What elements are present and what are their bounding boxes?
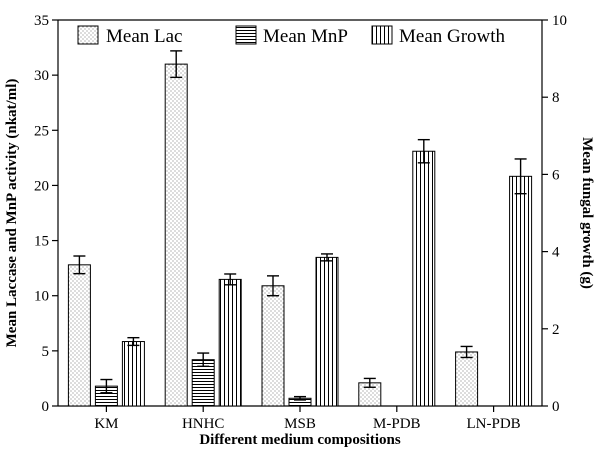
x-tick-label: HNHC — [182, 416, 225, 432]
bar-mean-growth — [509, 175, 533, 407]
legend-label-growth: Mean Growth — [399, 26, 506, 47]
right-y-axis-title: Mean fungal growth (g) — [579, 137, 595, 289]
x-tick-label: M-PDB — [373, 416, 421, 432]
right-y-tick-label: 4 — [552, 245, 560, 261]
right-y-tick-label: 2 — [552, 322, 560, 338]
left-y-tick-label: 20 — [34, 178, 49, 194]
x-axis-title: Different medium compositions — [199, 432, 401, 448]
legend-swatch-growth — [371, 25, 393, 45]
bar-mean-lac — [67, 264, 91, 407]
x-tick-label: KM — [94, 416, 118, 432]
left-y-tick-label: 5 — [42, 344, 50, 360]
bar-mean-growth — [412, 150, 436, 407]
error-bar — [100, 378, 113, 394]
legend-swatch-lac — [77, 25, 99, 45]
x-tick-label: MSB — [284, 416, 316, 432]
legend-swatch-mnp — [235, 25, 257, 45]
left-y-axis-title: Mean Laccase and MnP activity (nkat/ml) — [4, 79, 20, 348]
legend: Mean Lac Mean MnP Mean Growth — [77, 25, 506, 47]
bar-mean-lac — [164, 63, 188, 407]
left-y-tick-label: 0 — [42, 399, 50, 415]
left-y-tick-label: 35 — [34, 13, 49, 29]
left-y-tick-label: 30 — [34, 68, 49, 84]
error-bar — [224, 273, 237, 286]
legend-label-mnp: Mean MnP — [263, 26, 348, 47]
left-y-tick-label: 15 — [34, 234, 49, 250]
error-bar — [321, 253, 333, 262]
legend-label-lac: Mean Lac — [106, 26, 182, 47]
error-bar — [294, 395, 306, 401]
left-y-tick-label: 10 — [34, 289, 49, 305]
error-bar — [197, 352, 210, 367]
x-tick-label: LN-PDB — [467, 416, 521, 432]
right-y-tick-label: 8 — [552, 90, 560, 106]
bar-mean-lac — [261, 285, 285, 407]
bar-mean-growth — [218, 278, 242, 407]
error-bar — [170, 50, 183, 79]
error-bar — [417, 138, 430, 164]
right-y-tick-label: 6 — [552, 167, 560, 183]
error-bar — [127, 336, 140, 347]
error-bar — [460, 345, 473, 359]
error-bar — [363, 377, 376, 388]
right-y-tick-label: 10 — [552, 13, 567, 29]
right-y-tick-label: 0 — [552, 399, 560, 415]
left-y-tick-label: 25 — [34, 123, 49, 139]
bar-mean-growth — [315, 256, 339, 407]
bar-mean-lac — [455, 351, 479, 407]
error-bar — [267, 275, 279, 297]
error-bar — [73, 255, 86, 275]
error-bar — [514, 158, 527, 195]
bar-mean-growth — [121, 341, 145, 407]
